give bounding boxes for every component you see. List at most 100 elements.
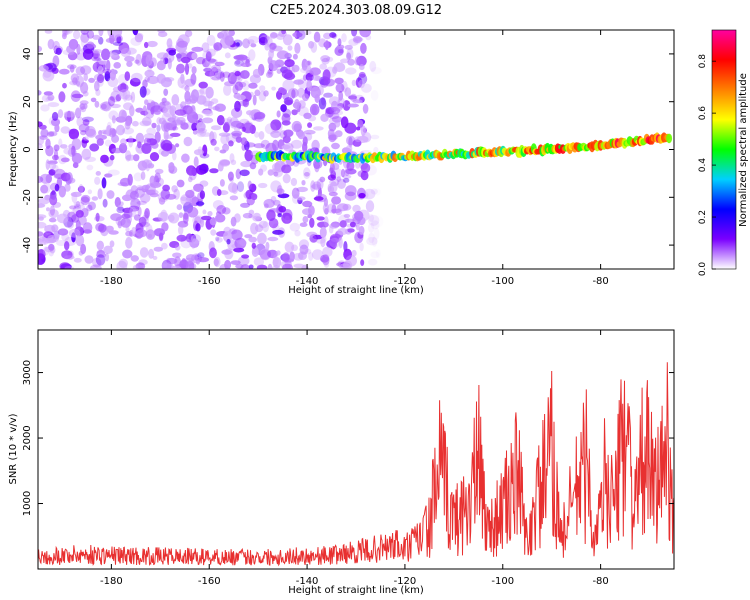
heatmap-cell [216,237,223,243]
heatmap-cell [235,136,243,143]
heatmap-cell [95,171,102,176]
heatmap-cell [248,49,256,61]
heatmap-cell [70,191,82,197]
heatmap-cell [120,217,131,228]
heatmap-cell [224,35,234,46]
heatmap-cell [125,138,137,143]
heatmap-cell [97,65,104,76]
heatmap-cell [123,102,133,111]
heatmap-cell [334,77,344,85]
heatmap-cell [245,120,251,133]
heatmap-cell [313,126,324,131]
heatmap-cell [159,232,164,241]
heatmap-cell [163,88,169,97]
heatmap-cell [51,224,59,233]
heatmap-cell [192,130,198,135]
heatmap-cell [38,238,44,246]
heatmap-cell [171,185,178,193]
heatmap-cell [328,112,340,120]
heatmap-cell [116,206,125,214]
heatmap-cell [216,189,222,196]
heatmap-cell [66,30,73,34]
heatmap-cell [291,120,302,133]
heatmap-cell [277,213,283,218]
heatmap-cell [83,136,89,141]
heatmap-cell [141,116,152,126]
heatmap-cell [394,88,401,99]
heatmap-cell [170,265,182,269]
heatmap-cell [172,126,179,131]
colorbar-frame [711,29,737,270]
heatmap-cell [302,200,313,208]
heatmap-cell [324,40,329,51]
heatmap-cell [97,74,105,84]
heatmap-cell [314,163,320,169]
heatmap-cell [107,30,112,37]
heatmap-cell [196,129,207,138]
heatmap-cell [206,34,216,46]
heatmap-cell [58,91,66,103]
heatmap-cell [253,112,265,122]
heatmap-cell [199,180,209,187]
heatmap-cell [263,90,269,97]
heatmap-cell [386,244,391,252]
heatmap-cell [353,36,361,45]
heatmap-cell [268,60,279,72]
heatmap-cell [308,41,315,49]
heatmap-cell [48,209,59,219]
snr-series-layer [38,362,674,567]
heatmap-cell [230,120,242,128]
heatmap-cell [195,223,201,232]
heatmap-cell [172,252,182,258]
heatmap-cell [157,191,169,203]
heatmap-cell [243,121,253,127]
heatmap-cell [323,92,333,98]
heatmap-cell [125,237,133,249]
signal-cell [666,133,673,144]
heatmap-cell [313,31,321,43]
heatmap-cell [45,159,50,171]
heatmap-cell [221,249,232,255]
heatmap-cell [344,168,350,176]
heatmap-cell [300,67,311,74]
heatmap-cell [47,102,60,108]
heatmap-cell [276,250,281,256]
heatmap-cell [139,247,149,258]
heatmap-cell [305,72,314,82]
colorbar: 0.0 0.2 0.4 0.6 0.8 Normalized spectral ampl… [698,29,749,276]
heatmap-cell [334,130,343,138]
heatmap-cell [174,244,181,251]
heatmap-cell [268,48,274,60]
heatmap-cell [327,185,335,194]
heatmap-cell [212,131,217,141]
heatmap-cell [345,185,357,197]
snr-y-ticks: 1000 2000 3000 [22,360,674,516]
heatmap-cell [251,247,259,257]
heatmap-cell [328,134,338,141]
heatmap-cell [125,154,136,161]
heatmap-cell [189,195,198,206]
heatmap-cell [253,111,266,120]
heatmap-cell [334,120,341,128]
heatmap-cell [101,101,112,112]
heatmap-cell [291,187,300,199]
x-tick-label: -80 [592,576,608,587]
heatmap-cell [133,172,143,182]
heatmap-cell [379,90,389,101]
heatmap-cell [241,126,246,132]
heatmap-cell [199,190,205,200]
heatmap-cell [77,185,85,193]
heatmap-cell [252,212,261,220]
heatmap-cell [109,240,115,248]
heatmap-cell [184,62,190,75]
heatmap-cell [117,220,123,229]
heatmap-cell [370,90,379,101]
heatmap-cell [60,157,70,163]
heatmap-cell [267,236,279,242]
heatmap-cell [247,180,252,190]
heatmap-cell [231,243,243,249]
heatmap-cell [154,172,161,183]
x-tick-label: -180 [100,576,123,587]
heatmap-cell [194,89,206,98]
heatmap-cell [135,229,148,238]
